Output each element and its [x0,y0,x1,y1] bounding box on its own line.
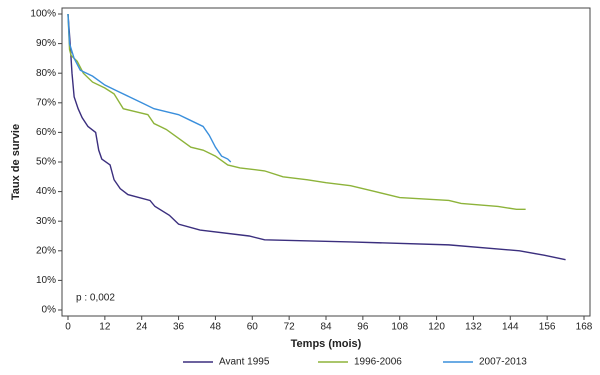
x-tick-label: 144 [502,322,519,333]
survival-line [67,13,566,261]
y-tick-label: 0% [42,305,57,316]
y-tick-label: 20% [36,245,56,256]
y-tick-label: 100% [30,9,56,20]
plot-frame [61,7,591,317]
x-tick-label: 36 [173,322,185,333]
y-tick-label: 60% [36,127,56,138]
legend-label: Avant 1995 [219,357,270,368]
x-tick-label: 24 [136,322,148,333]
y-tick-label: 70% [36,97,56,108]
y-tick-label: 40% [36,186,56,197]
y-tick-label: 30% [36,216,56,227]
legend-label: 1996-2006 [354,357,402,368]
x-tick-label: 60 [247,322,259,333]
y-axis-title: Taux de survie [10,124,22,200]
y-tick-label: 10% [36,275,56,286]
x-tick-label: 156 [539,322,556,333]
x-tick-label: 108 [391,322,408,333]
x-tick-label: 12 [99,322,111,333]
x-tick-label: 0 [65,322,71,333]
x-tick-label: 168 [576,322,593,333]
survival-line [67,13,526,211]
x-tick-label: 120 [428,322,445,333]
x-axis-title: Temps (mois) [291,338,362,350]
x-tick-label: 48 [210,322,222,333]
x-tick-label: 132 [465,322,482,333]
x-tick-label: 96 [357,322,369,333]
x-tick-label: 84 [320,322,332,333]
x-tick-label: 72 [284,322,296,333]
y-tick-label: 80% [36,68,56,79]
y-tick-label: 50% [36,157,56,168]
annotation: p : 0,002 [76,293,115,304]
y-tick-label: 90% [36,38,56,49]
legend-label: 2007-2013 [479,357,527,368]
survival-line [67,13,232,163]
